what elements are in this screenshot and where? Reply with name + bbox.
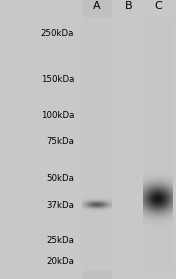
Text: 75kDa: 75kDa	[46, 137, 74, 146]
Bar	[143, 0, 173, 279]
Text: A: A	[93, 1, 101, 11]
Text: C: C	[155, 1, 162, 11]
Text: 250kDa: 250kDa	[40, 29, 74, 38]
Text: 50kDa: 50kDa	[46, 174, 74, 183]
Text: 37kDa: 37kDa	[46, 201, 74, 210]
Text: B: B	[125, 1, 132, 11]
Bar	[82, 0, 112, 279]
Text: 20kDa: 20kDa	[46, 257, 74, 266]
Text: 25kDa: 25kDa	[46, 237, 74, 246]
Bar	[114, 0, 143, 279]
Text: 100kDa: 100kDa	[40, 111, 74, 120]
Text: 150kDa: 150kDa	[40, 75, 74, 84]
